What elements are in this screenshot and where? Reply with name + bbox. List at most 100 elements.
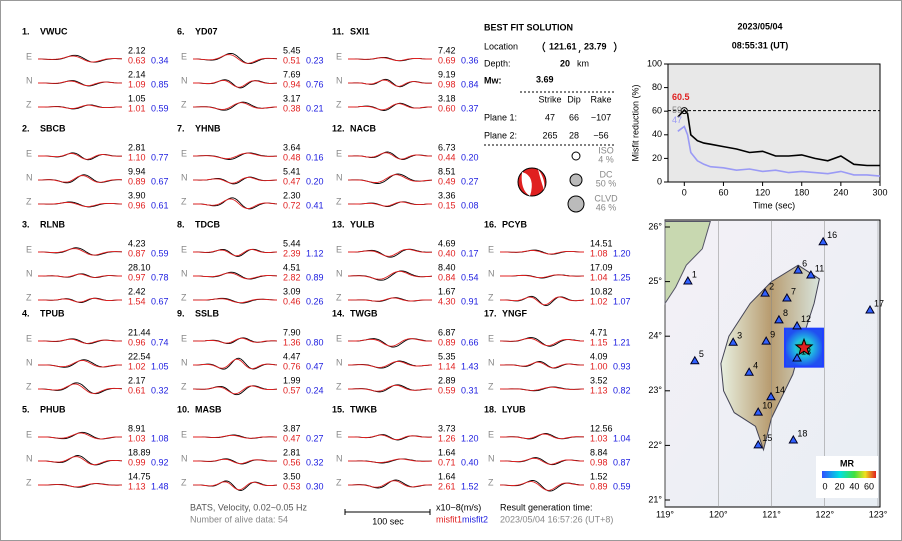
waveform — [38, 80, 122, 87]
misfit2: 0.40 — [461, 457, 479, 467]
misfit1: 1.54 — [128, 296, 146, 306]
component: Z — [336, 477, 342, 487]
source-component — [571, 151, 581, 161]
misfit2-legend: misfit2 — [462, 514, 488, 524]
component: N — [26, 172, 33, 182]
misfit2: 0.41 — [306, 200, 324, 210]
waveform — [348, 248, 432, 257]
result-time: 2023/05/04 16:57:26 (UT+8) — [500, 514, 613, 524]
misfit2: 0.54 — [461, 272, 479, 282]
lon-label: 120° — [709, 509, 728, 519]
x-tick-label: 300 — [872, 187, 887, 197]
station-number: 12. — [332, 123, 345, 133]
station-name: RLNB — [40, 219, 65, 229]
misfit2: 0.93 — [613, 361, 631, 371]
waveform — [193, 481, 278, 491]
side-label: 59 — [672, 105, 682, 115]
misfit1: 0.49 — [438, 176, 456, 186]
station-marker — [792, 320, 802, 330]
misfit2: 0.20 — [306, 176, 324, 186]
misfit1: 0.61 — [128, 385, 146, 395]
waveform — [192, 337, 278, 344]
amplitude: 14.75 — [128, 471, 151, 481]
station-name: PCYB — [502, 219, 528, 229]
misfit1: 0.96 — [128, 200, 146, 210]
amplitude: 3.90 — [128, 190, 146, 200]
lat-label: 22° — [648, 440, 662, 450]
misfit2: 0.32 — [306, 457, 324, 467]
waveform — [38, 273, 122, 278]
station-marker — [761, 336, 772, 345]
misfit1: 1.08 — [590, 248, 608, 258]
x-tick-label: 60 — [718, 187, 728, 197]
station-label: 11 — [815, 263, 824, 273]
amplitude: 4.23 — [128, 238, 146, 248]
lat-label: 23° — [648, 385, 662, 395]
station-marker — [689, 355, 700, 365]
station-label: 9 — [770, 329, 775, 339]
component: N — [181, 75, 188, 85]
misfit1: 0.87 — [128, 248, 146, 258]
component: Z — [488, 381, 494, 391]
misfit1: 2.39 — [283, 248, 301, 258]
station-marker — [774, 314, 784, 324]
station-number: 9. — [177, 308, 185, 318]
waveform — [38, 360, 122, 368]
misfit2: 0.59 — [151, 103, 169, 113]
x-axis-label: Time (sec) — [753, 200, 795, 210]
peak-label: 60.5 — [672, 92, 690, 102]
component-pct: 4 % — [598, 154, 614, 164]
column-header: Dip — [567, 94, 581, 104]
y-tick-label: 20 — [652, 153, 662, 163]
component: E — [26, 51, 32, 61]
misfit2: 0.74 — [151, 337, 169, 347]
component: N — [26, 453, 33, 463]
waveform — [38, 338, 122, 344]
misfit1: 0.89 — [438, 337, 456, 347]
amplitude: 2.17 — [128, 375, 146, 385]
column-header: Strike — [538, 94, 561, 104]
station-label: 18 — [797, 428, 807, 438]
station-name: TWGB — [350, 308, 378, 318]
misfit1: 0.71 — [438, 457, 456, 467]
waveform — [193, 102, 277, 110]
result-label: Result generation time: — [500, 502, 593, 512]
amplitude: 9.19 — [438, 69, 456, 79]
station-number: 7. — [177, 123, 185, 133]
station-label: 4 — [753, 361, 758, 371]
waveform — [193, 198, 278, 209]
waveform — [193, 434, 277, 439]
component: N — [336, 172, 343, 182]
component: E — [488, 429, 494, 439]
lat-label: 21° — [648, 494, 662, 504]
station-number: 16. — [484, 219, 497, 229]
amplitude: 8.91 — [128, 423, 146, 433]
amplitude: 5.44 — [283, 238, 301, 248]
station-number: 10. — [177, 404, 190, 414]
amplitude: 2.81 — [128, 142, 146, 152]
station-label: 1 — [692, 269, 697, 279]
misfit2: 1.25 — [613, 272, 631, 282]
amplitude: 3.87 — [283, 423, 301, 433]
component: E — [181, 429, 187, 439]
misfit2: 0.82 — [613, 385, 631, 395]
colorbar — [822, 471, 876, 478]
amplitude: 7.90 — [283, 327, 301, 337]
waveform — [192, 152, 277, 160]
waveform — [347, 79, 433, 87]
component: Z — [26, 99, 32, 109]
amplitude: 28.10 — [128, 262, 151, 272]
waveform — [193, 101, 278, 111]
component: Z — [488, 292, 494, 302]
amplitude: 3.73 — [438, 423, 456, 433]
misfit1: 1.36 — [283, 337, 301, 347]
station-marker — [865, 304, 875, 314]
plane-name: Plane 2: — [484, 130, 517, 140]
misfit1: 1.02 — [590, 296, 608, 306]
misfit2: 0.32 — [151, 385, 169, 395]
station-number: 8. — [177, 219, 185, 229]
component: Z — [181, 196, 187, 206]
y-tick-label: 40 — [652, 129, 662, 139]
misfit1: 0.48 — [283, 152, 301, 162]
component: Z — [336, 196, 342, 206]
